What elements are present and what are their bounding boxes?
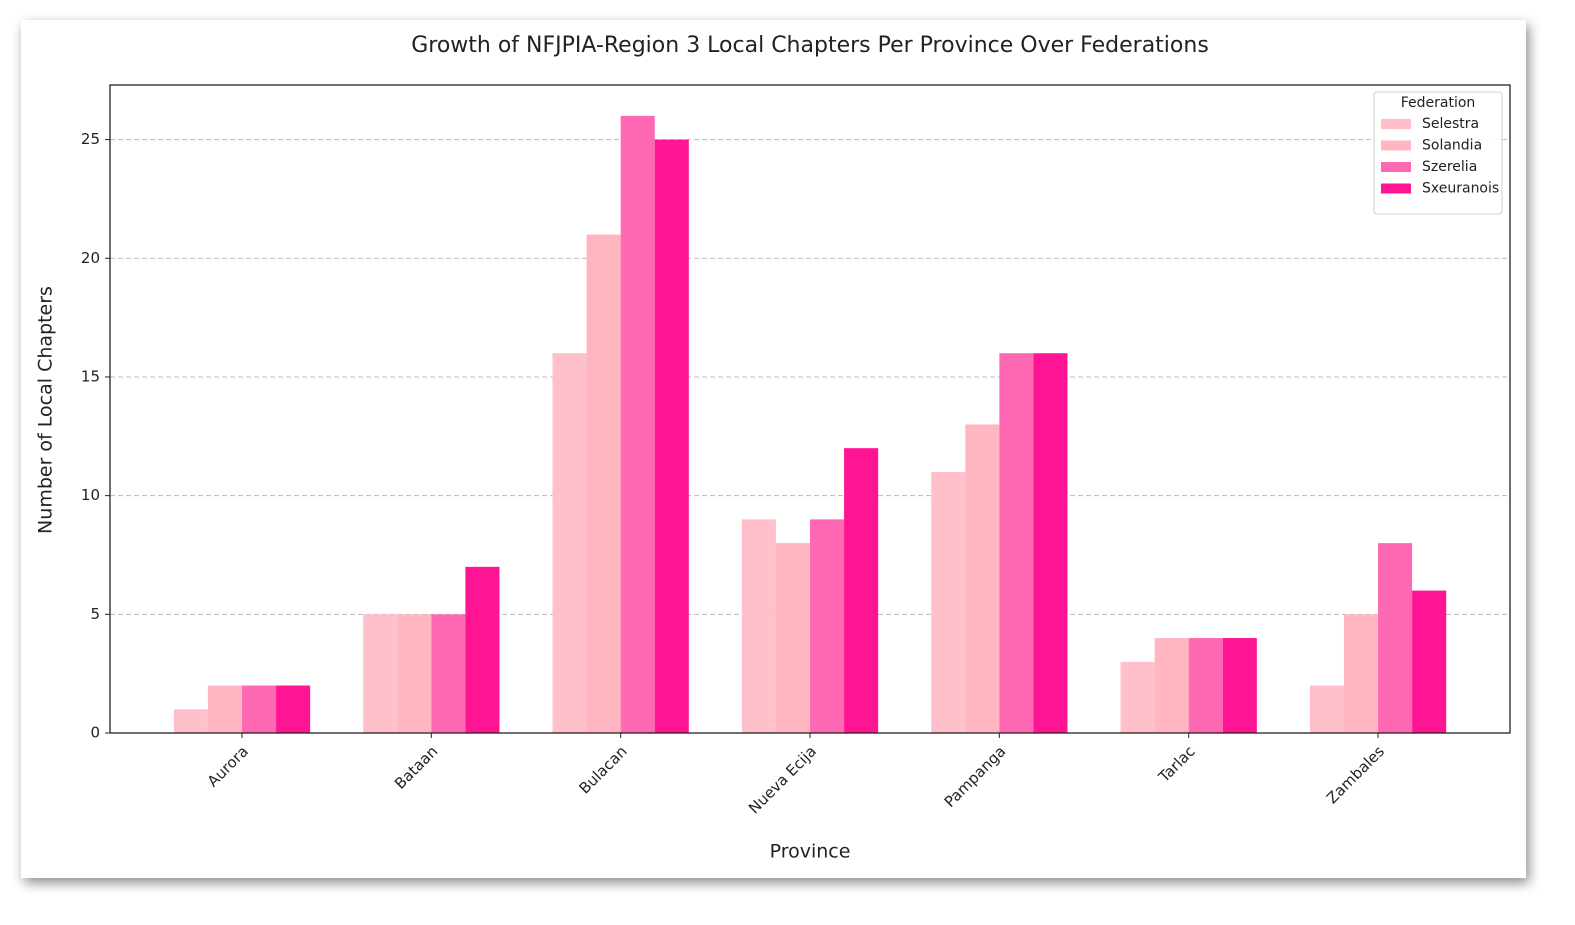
- bar: [999, 353, 1034, 733]
- bar: [654, 139, 689, 734]
- bar: [775, 543, 810, 733]
- bar: [1309, 685, 1344, 733]
- bar: [363, 614, 398, 733]
- bar: [844, 448, 879, 733]
- bar: [552, 353, 587, 733]
- legend-label: Selestra: [1422, 116, 1479, 132]
- legend-title: Federation: [1401, 95, 1476, 111]
- y-tick-label: 5: [90, 605, 100, 623]
- legend-label: Solandia: [1422, 138, 1482, 154]
- y-tick-label: 20: [81, 249, 100, 267]
- legend-label: Sxeuranois: [1422, 181, 1499, 197]
- y-tick-label: 15: [81, 367, 100, 385]
- y-tick-label: 0: [90, 724, 100, 742]
- legend-label: Szerelia: [1422, 159, 1477, 175]
- plot-frame: [109, 84, 1511, 734]
- x-axis-label: Province: [770, 841, 851, 863]
- bar: [397, 614, 432, 733]
- legend-swatch: [1381, 183, 1411, 194]
- bar: [1154, 638, 1189, 733]
- bar: [173, 709, 208, 733]
- bar: [1120, 661, 1155, 733]
- bar: [586, 234, 621, 734]
- bar: [207, 685, 242, 733]
- legend-swatch: [1381, 119, 1411, 129]
- bar: [1033, 353, 1068, 733]
- bar: [1343, 614, 1379, 733]
- bar: [276, 685, 311, 733]
- y-tick-label: 10: [81, 486, 100, 504]
- bar: [1188, 638, 1223, 733]
- bar: [620, 115, 655, 734]
- bar: [1412, 590, 1447, 733]
- bar: [1378, 543, 1413, 733]
- chart-title: Growth of NFJPIA-Region 3 Local Chapters…: [411, 33, 1209, 58]
- legend-swatch: [1381, 140, 1411, 151]
- bar: [741, 519, 776, 733]
- y-tick-label: 25: [81, 130, 100, 148]
- card: [21, 20, 1526, 878]
- bar: [965, 424, 1000, 733]
- bar: [931, 471, 966, 733]
- bar: [810, 519, 845, 733]
- bar: [431, 614, 466, 733]
- bar: [465, 566, 500, 733]
- y-axis-label: Number of Local Chapters: [35, 286, 57, 534]
- legend-swatch: [1381, 162, 1411, 172]
- bar: [1222, 638, 1257, 733]
- bar: [241, 685, 277, 733]
